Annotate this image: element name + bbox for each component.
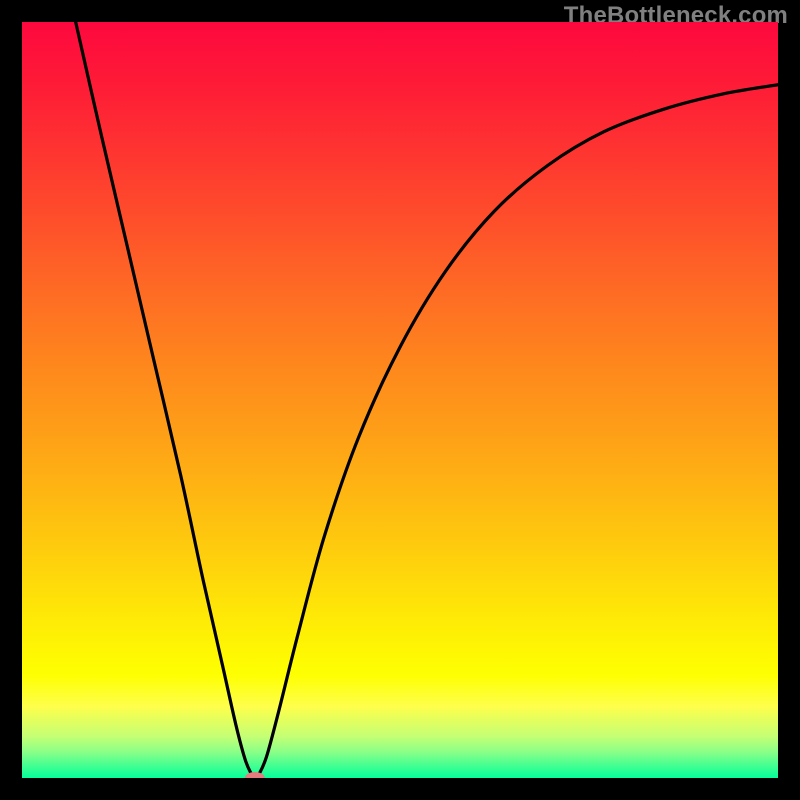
- chart-frame: TheBottleneck.com: [0, 0, 800, 800]
- background-gradient: [22, 22, 778, 778]
- plot-area: [22, 22, 778, 778]
